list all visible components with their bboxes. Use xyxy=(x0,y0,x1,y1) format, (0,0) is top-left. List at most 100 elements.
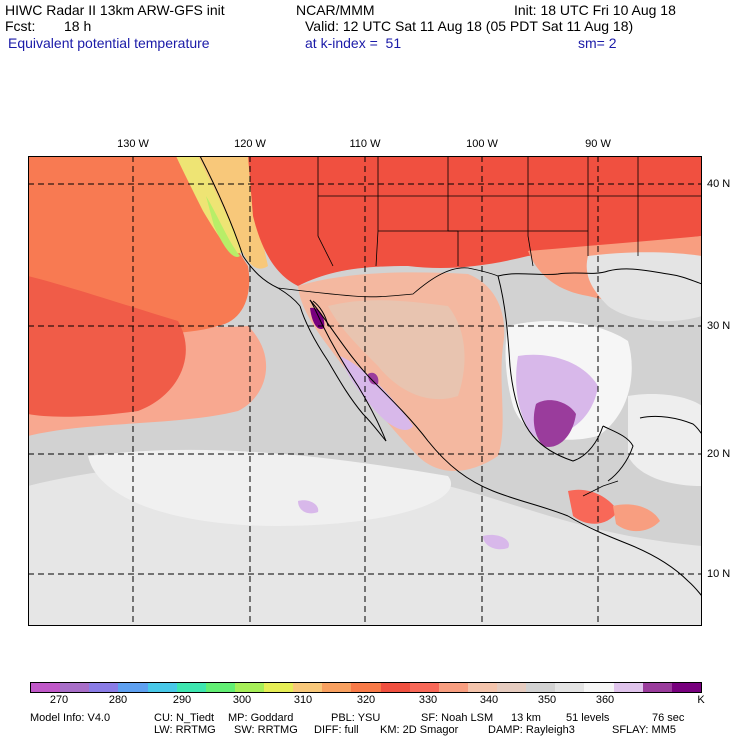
baja-lavender-streak xyxy=(340,356,413,430)
footer-model-info: Model Info: V4.0 xyxy=(30,712,111,724)
forecast-label: Fcst: xyxy=(5,18,36,34)
colorbar-swatch xyxy=(526,683,556,692)
model-title: HIWC Radar II 13km ARW-GFS init xyxy=(5,2,225,18)
mexico-west-coast xyxy=(309,299,569,517)
colorbar-tick-350: 350 xyxy=(537,694,557,706)
colorbar-swatch xyxy=(613,683,643,692)
baja-peninsula-east xyxy=(309,299,387,442)
lat-label-20n: 20 N xyxy=(707,448,731,460)
footer-eddy: KM: 2D Smagor xyxy=(380,724,459,736)
lat-label-10n: 10 N xyxy=(707,568,731,580)
lon-label-130w: 130 W xyxy=(117,138,149,150)
colorbar-swatch xyxy=(89,683,119,692)
colorbar-swatch xyxy=(351,683,381,692)
colorbar-swatch xyxy=(322,683,352,692)
footer-damping: DAMP: Rayleigh3 xyxy=(488,724,575,736)
footer-diffusion: DIFF: full xyxy=(314,724,359,736)
mexico-plateau-tan xyxy=(328,300,465,400)
colorbar-tick-360: 360 xyxy=(595,694,615,706)
coastal-cool-green xyxy=(206,196,240,257)
baja-peninsula-west xyxy=(299,305,387,442)
us-west-coast xyxy=(199,156,301,307)
colorbar-tick-330: 330 xyxy=(418,694,438,706)
colorbar-swatch xyxy=(31,683,61,692)
colorbar-tick-290: 290 xyxy=(172,694,192,706)
colorbar-swatch xyxy=(409,683,439,692)
colorbar-swatch xyxy=(497,683,527,692)
footer-shortwave: SW: RRTMG xyxy=(234,724,298,736)
colorbar-swatch xyxy=(118,683,148,692)
forecast-hour: 18 h xyxy=(64,18,92,34)
colorbar-swatch xyxy=(147,683,177,692)
init-time: Init: 18 UTC Fri 10 Aug 18 xyxy=(514,2,676,18)
equatorial-lavender-2 xyxy=(483,534,509,550)
valid-time: Valid: 12 UTC Sat 11 Aug 18 (05 PDT Sat … xyxy=(305,18,634,34)
yucatan-peninsula xyxy=(602,425,634,482)
colorbar-swatch xyxy=(555,683,585,692)
political-borders xyxy=(277,156,702,497)
gulf-purple-core xyxy=(533,400,576,447)
footer-cumulus: CU: N_Tiedt xyxy=(154,712,215,724)
colorbar-tick-270: 270 xyxy=(49,694,69,706)
theta-e-map xyxy=(28,156,702,626)
footer-surface: SF: Noah LSM xyxy=(421,712,494,724)
colorbar-tick-340: 340 xyxy=(479,694,499,706)
colorbar-swatch xyxy=(264,683,294,692)
colorbar-swatch xyxy=(176,683,206,692)
us-state-line-1 xyxy=(317,156,334,267)
pacific-red-core xyxy=(28,276,186,417)
lon-label-100w: 100 W xyxy=(466,138,498,150)
guatemala-border xyxy=(582,480,619,497)
colorbar-swatch xyxy=(438,683,468,692)
footer-timestep: 76 sec xyxy=(652,712,685,724)
pacific-very-light-patch xyxy=(88,449,452,526)
baja-purple-spot xyxy=(368,372,379,385)
colorbar-swatch xyxy=(205,683,235,692)
institution-label: NCAR/MMM xyxy=(296,2,375,18)
colorbar xyxy=(30,682,702,693)
graticule xyxy=(28,156,702,626)
pacific-warm-region xyxy=(28,156,250,334)
footer-longwave: LW: RRTMG xyxy=(154,724,216,736)
us-state-line-4 xyxy=(527,156,534,267)
lat-label-30n: 30 N xyxy=(707,320,731,332)
colorbar-swatch xyxy=(642,683,672,692)
california-gulf-inner xyxy=(312,300,329,327)
central-america-red-patch xyxy=(568,489,618,524)
colorbar-swatch xyxy=(380,683,410,692)
level-label: at k-index = 51 xyxy=(305,35,402,51)
footer-pbl: PBL: YSU xyxy=(331,712,381,724)
us-gulf-coast xyxy=(497,268,702,285)
us-southwest-red xyxy=(248,156,702,286)
footer-levels: 51 levels xyxy=(566,712,610,724)
cuba-outline xyxy=(639,415,702,435)
footer-microphysics: MP: Goddard xyxy=(228,712,294,724)
footer-surface-layer: SFLAY: MM5 xyxy=(612,724,676,736)
field-name: Equivalent potential temperature xyxy=(8,35,210,51)
us-mexico-border xyxy=(277,267,499,298)
footer-resolution: 13 km xyxy=(511,712,541,724)
colorbar-swatch xyxy=(60,683,90,692)
lon-label-90w: 90 W xyxy=(585,138,611,150)
mexico-gulf-coast xyxy=(497,275,604,462)
colorbar-unit-label: K xyxy=(697,694,705,706)
lat-label-40n: 40 N xyxy=(707,178,731,190)
lon-label-120w: 120 W xyxy=(234,138,266,150)
smoothing-label: sm= 2 xyxy=(578,35,617,51)
colorbar-swatch xyxy=(467,683,497,692)
colorbar-swatch xyxy=(293,683,323,692)
colorbar-swatch xyxy=(671,683,701,692)
equatorial-lavender-1 xyxy=(298,500,319,514)
colorbar-swatch xyxy=(584,683,614,692)
colorbar-tick-320: 320 xyxy=(356,694,376,706)
central-america-pacific xyxy=(567,515,702,597)
coastlines xyxy=(199,156,702,597)
lon-label-110w: 110 W xyxy=(349,138,381,150)
honduras-red-patch xyxy=(613,504,660,532)
colorbar-tick-310: 310 xyxy=(293,694,313,706)
map-frame xyxy=(28,156,702,626)
colorbar-tick-280: 280 xyxy=(108,694,128,706)
colorbar-tick-300: 300 xyxy=(232,694,252,706)
colorbar-swatch xyxy=(234,683,264,692)
map-canvas xyxy=(28,156,702,626)
